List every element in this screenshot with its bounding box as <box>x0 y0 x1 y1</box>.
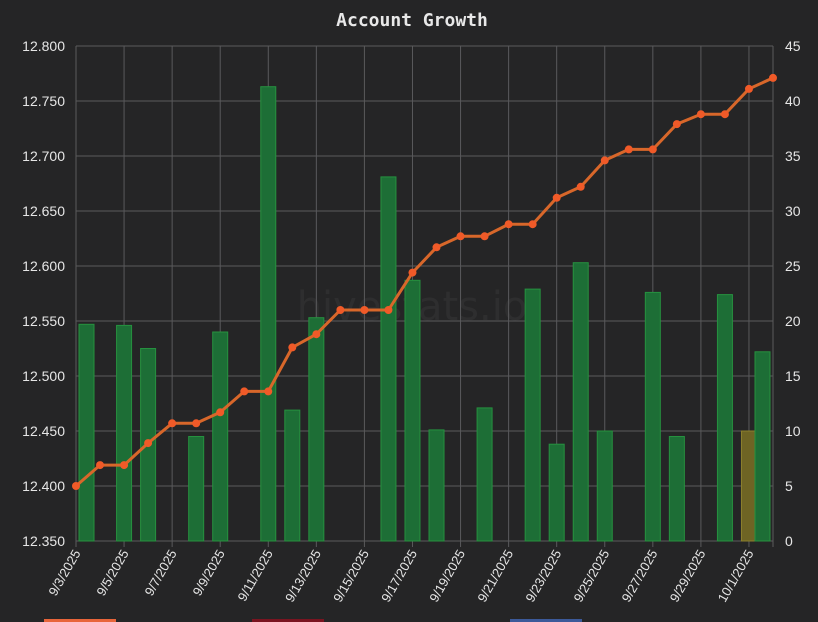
right-tick-label: 45 <box>785 38 801 54</box>
bar <box>524 288 541 542</box>
left-tick-label: 12.650 <box>22 203 65 219</box>
legend[interactable] <box>44 619 582 622</box>
line-point <box>600 156 609 165</box>
line-point <box>528 220 537 229</box>
line-point <box>288 343 297 352</box>
bar-series <box>78 86 771 542</box>
line-point <box>336 306 345 314</box>
line-point <box>624 145 633 154</box>
bar <box>116 324 133 542</box>
line-point <box>576 182 585 191</box>
line-point <box>144 439 153 448</box>
bar <box>644 291 661 542</box>
right-tick-label: 25 <box>785 258 801 274</box>
line-point <box>312 330 321 339</box>
left-tick-label: 12.550 <box>22 313 65 329</box>
left-axis: 12.800 12.750 12.700 12.650 12.600 12.550 12.5… <box>22 38 65 549</box>
right-tick-label: 0 <box>785 533 793 549</box>
right-tick-label: 40 <box>785 93 801 109</box>
left-tick-label: 12.750 <box>22 93 65 109</box>
line-point <box>672 120 681 129</box>
line-point <box>264 387 273 396</box>
left-tick-label: 12.350 <box>22 533 65 549</box>
line-point <box>408 268 417 277</box>
bar <box>284 409 301 542</box>
legend-swatch <box>44 619 116 622</box>
line-point <box>456 232 465 241</box>
growth-line <box>75 76 774 488</box>
bar <box>78 323 95 542</box>
left-tick-label: 12.600 <box>22 258 65 274</box>
bar <box>476 407 493 542</box>
line-point <box>720 110 729 119</box>
line-series <box>72 73 777 490</box>
line-point <box>360 306 369 314</box>
bar <box>716 294 733 542</box>
bar <box>308 317 325 542</box>
line-point <box>769 73 777 82</box>
line-point <box>504 220 513 229</box>
bar <box>754 351 771 542</box>
bar <box>188 436 205 542</box>
right-tick-label: 10 <box>785 423 801 439</box>
line-point <box>432 243 441 252</box>
line-point <box>648 145 657 154</box>
line-point <box>552 193 561 202</box>
bar <box>596 430 613 542</box>
line-point <box>120 461 129 470</box>
bar <box>740 430 757 542</box>
line-point <box>96 461 105 470</box>
bar <box>428 429 445 542</box>
bar <box>260 86 277 542</box>
legend-swatch <box>510 619 582 622</box>
right-tick-label: 20 <box>785 313 801 329</box>
left-tick-label: 12.800 <box>22 38 65 54</box>
line-point <box>168 419 177 428</box>
bar <box>404 279 421 542</box>
bar <box>380 176 397 542</box>
line-point <box>240 387 249 396</box>
chart-title: Account Growth <box>336 10 488 31</box>
right-axis: 45 40 35 30 25 20 15 10 5 0 <box>785 38 801 549</box>
bar <box>548 443 565 542</box>
left-tick-label: 12.500 <box>22 368 65 384</box>
bar <box>572 262 589 542</box>
line-point <box>216 408 225 417</box>
line-point <box>72 482 80 490</box>
right-tick-label: 30 <box>785 203 801 219</box>
left-tick-label: 12.450 <box>22 423 65 439</box>
bar <box>212 331 229 542</box>
bar <box>668 436 685 542</box>
line-point <box>192 419 201 428</box>
right-tick-label: 15 <box>785 368 801 384</box>
left-tick-label: 12.700 <box>22 148 65 164</box>
line-point <box>744 84 753 93</box>
line-point <box>480 232 489 241</box>
right-tick-label: 5 <box>785 478 793 494</box>
left-tick-label: 12.400 <box>22 478 65 494</box>
legend-swatch <box>252 619 324 622</box>
line-point <box>384 306 393 314</box>
line-point <box>696 110 705 119</box>
right-tick-label: 35 <box>785 148 801 164</box>
